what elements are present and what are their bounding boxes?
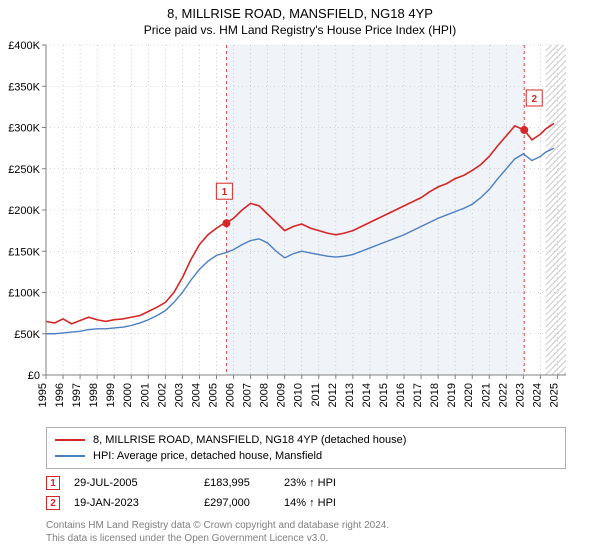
chart-subtitle: Price paid vs. HM Land Registry's House … xyxy=(0,23,600,37)
svg-text:1996: 1996 xyxy=(54,383,66,407)
svg-text:2003: 2003 xyxy=(173,383,185,407)
sale-row: 2 19-JAN-2023£297,00014% ↑ HPI xyxy=(46,493,566,513)
svg-text:2020: 2020 xyxy=(463,383,475,407)
svg-text:2011: 2011 xyxy=(310,383,322,407)
svg-text:2025: 2025 xyxy=(548,383,560,407)
svg-text:2018: 2018 xyxy=(429,383,441,407)
sale-marker-icon: 2 xyxy=(46,496,60,510)
svg-text:2013: 2013 xyxy=(344,383,356,407)
svg-text:2010: 2010 xyxy=(293,383,305,407)
svg-text:£300K: £300K xyxy=(8,123,40,135)
sales-table: 1 29-JUL-2005£183,99523% ↑ HPI 2 19-JAN-202… xyxy=(46,473,566,513)
sale-vs-hpi: 23% ↑ HPI xyxy=(284,477,384,489)
legend: 8, MILLRISE ROAD, MANSFIELD, NG18 4YP (d… xyxy=(46,427,566,469)
svg-text:£400K: £400K xyxy=(8,40,40,52)
svg-text:£250K: £250K xyxy=(8,164,40,176)
svg-text:2004: 2004 xyxy=(190,383,202,407)
svg-text:2015: 2015 xyxy=(378,383,390,407)
chart-area: £0 £50K £100K £150K £200K £250K £300K £350K £400… xyxy=(0,39,600,421)
legend-swatch-blue xyxy=(55,455,85,457)
svg-text:1999: 1999 xyxy=(105,383,117,407)
footer-line-1: Contains HM Land Registry data © Crown c… xyxy=(46,519,566,532)
svg-text:2008: 2008 xyxy=(259,383,271,407)
sale-price: £183,995 xyxy=(204,477,284,489)
svg-text:2: 2 xyxy=(531,94,537,105)
chart-svg: £0 £50K £100K £150K £200K £250K £300K £350K £400… xyxy=(0,39,600,421)
sale-date: 29-JUL-2005 xyxy=(74,477,204,489)
svg-text:1998: 1998 xyxy=(88,383,100,407)
chart-title: 8, MILLRISE ROAD, MANSFIELD, NG18 4YP xyxy=(0,6,600,21)
svg-text:2014: 2014 xyxy=(361,383,373,407)
footer: Contains HM Land Registry data © Crown c… xyxy=(46,519,566,545)
legend-label-2: HPI: Average price, detached house, Mans… xyxy=(93,450,322,462)
svg-text:2001: 2001 xyxy=(139,383,151,407)
svg-text:1997: 1997 xyxy=(71,383,83,407)
sale-marker-icon: 1 xyxy=(46,476,60,490)
svg-text:1: 1 xyxy=(222,187,228,198)
sale-price: £297,000 xyxy=(204,497,284,509)
svg-text:2022: 2022 xyxy=(497,383,509,407)
svg-text:2016: 2016 xyxy=(395,383,407,407)
title-block: 8, MILLRISE ROAD, MANSFIELD, NG18 4YP Pr… xyxy=(0,0,600,39)
svg-text:2024: 2024 xyxy=(531,383,543,407)
svg-text:2019: 2019 xyxy=(446,383,458,407)
sale-vs-hpi: 14% ↑ HPI xyxy=(284,497,384,509)
svg-text:£0: £0 xyxy=(28,370,40,382)
svg-text:2005: 2005 xyxy=(207,383,219,407)
svg-text:£350K: £350K xyxy=(8,81,40,93)
svg-text:£200K: £200K xyxy=(8,205,40,217)
svg-text:2006: 2006 xyxy=(225,383,237,407)
svg-text:2007: 2007 xyxy=(242,383,254,407)
footer-line-2: This data is licensed under the Open Gov… xyxy=(46,532,566,545)
chart-container: 8, MILLRISE ROAD, MANSFIELD, NG18 4YP Pr… xyxy=(0,0,600,560)
svg-text:£150K: £150K xyxy=(8,246,40,258)
sale-row: 1 29-JUL-2005£183,99523% ↑ HPI xyxy=(46,473,566,493)
svg-text:2009: 2009 xyxy=(276,383,288,407)
svg-text:2000: 2000 xyxy=(122,383,134,407)
svg-text:2023: 2023 xyxy=(514,383,526,407)
svg-text:2021: 2021 xyxy=(480,383,492,407)
svg-text:2017: 2017 xyxy=(412,383,424,407)
legend-swatch-red xyxy=(55,439,85,441)
sale-date: 19-JAN-2023 xyxy=(74,497,204,509)
svg-text:£100K: £100K xyxy=(8,288,40,300)
legend-row-price-paid: 8, MILLRISE ROAD, MANSFIELD, NG18 4YP (d… xyxy=(55,432,557,448)
svg-text:£50K: £50K xyxy=(14,329,40,341)
svg-text:2012: 2012 xyxy=(327,383,339,407)
legend-row-hpi: HPI: Average price, detached house, Mans… xyxy=(55,448,557,464)
legend-label-1: 8, MILLRISE ROAD, MANSFIELD, NG18 4YP (d… xyxy=(93,434,406,446)
svg-text:1995: 1995 xyxy=(37,383,49,407)
svg-text:2002: 2002 xyxy=(156,383,168,407)
